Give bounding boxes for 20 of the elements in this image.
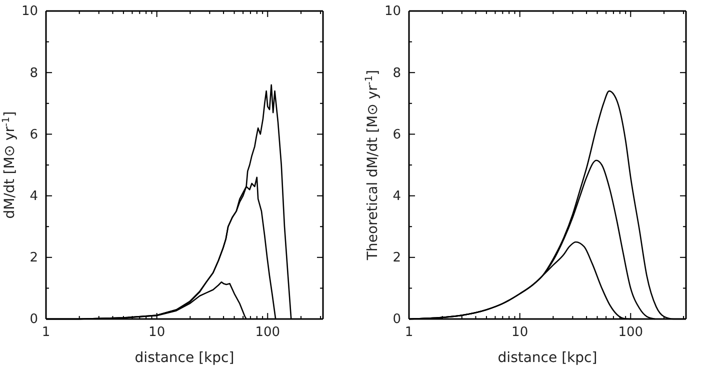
y-tick-label: 6: [30, 127, 38, 142]
y-tick-label: 10: [21, 4, 38, 20]
y-tick-label: 4: [392, 188, 401, 204]
x-tick-label: 100: [618, 325, 644, 340]
y-tick-label: 8: [392, 66, 401, 81]
y-tick-label: 2: [392, 250, 401, 266]
x-tick-label: 1: [42, 325, 50, 340]
x-axis-title: distance [kpc]: [498, 350, 598, 366]
x-axis-title: distance [kpc]: [134, 350, 234, 366]
x-tick-label: 100: [255, 325, 280, 340]
x-tick-label: 1: [404, 325, 414, 340]
y-tick-label: 4: [30, 188, 38, 204]
y-tick-label: 6: [392, 127, 401, 142]
y-tick-label: 0: [392, 312, 401, 328]
x-tick-label: 10: [148, 325, 166, 340]
x-tick-label: 10: [512, 325, 528, 340]
y-tick-label: 10: [384, 4, 401, 20]
y-tick-label: 2: [30, 250, 38, 266]
y-tick-label: 8: [30, 66, 38, 81]
y-tick-label: 0: [30, 312, 38, 328]
